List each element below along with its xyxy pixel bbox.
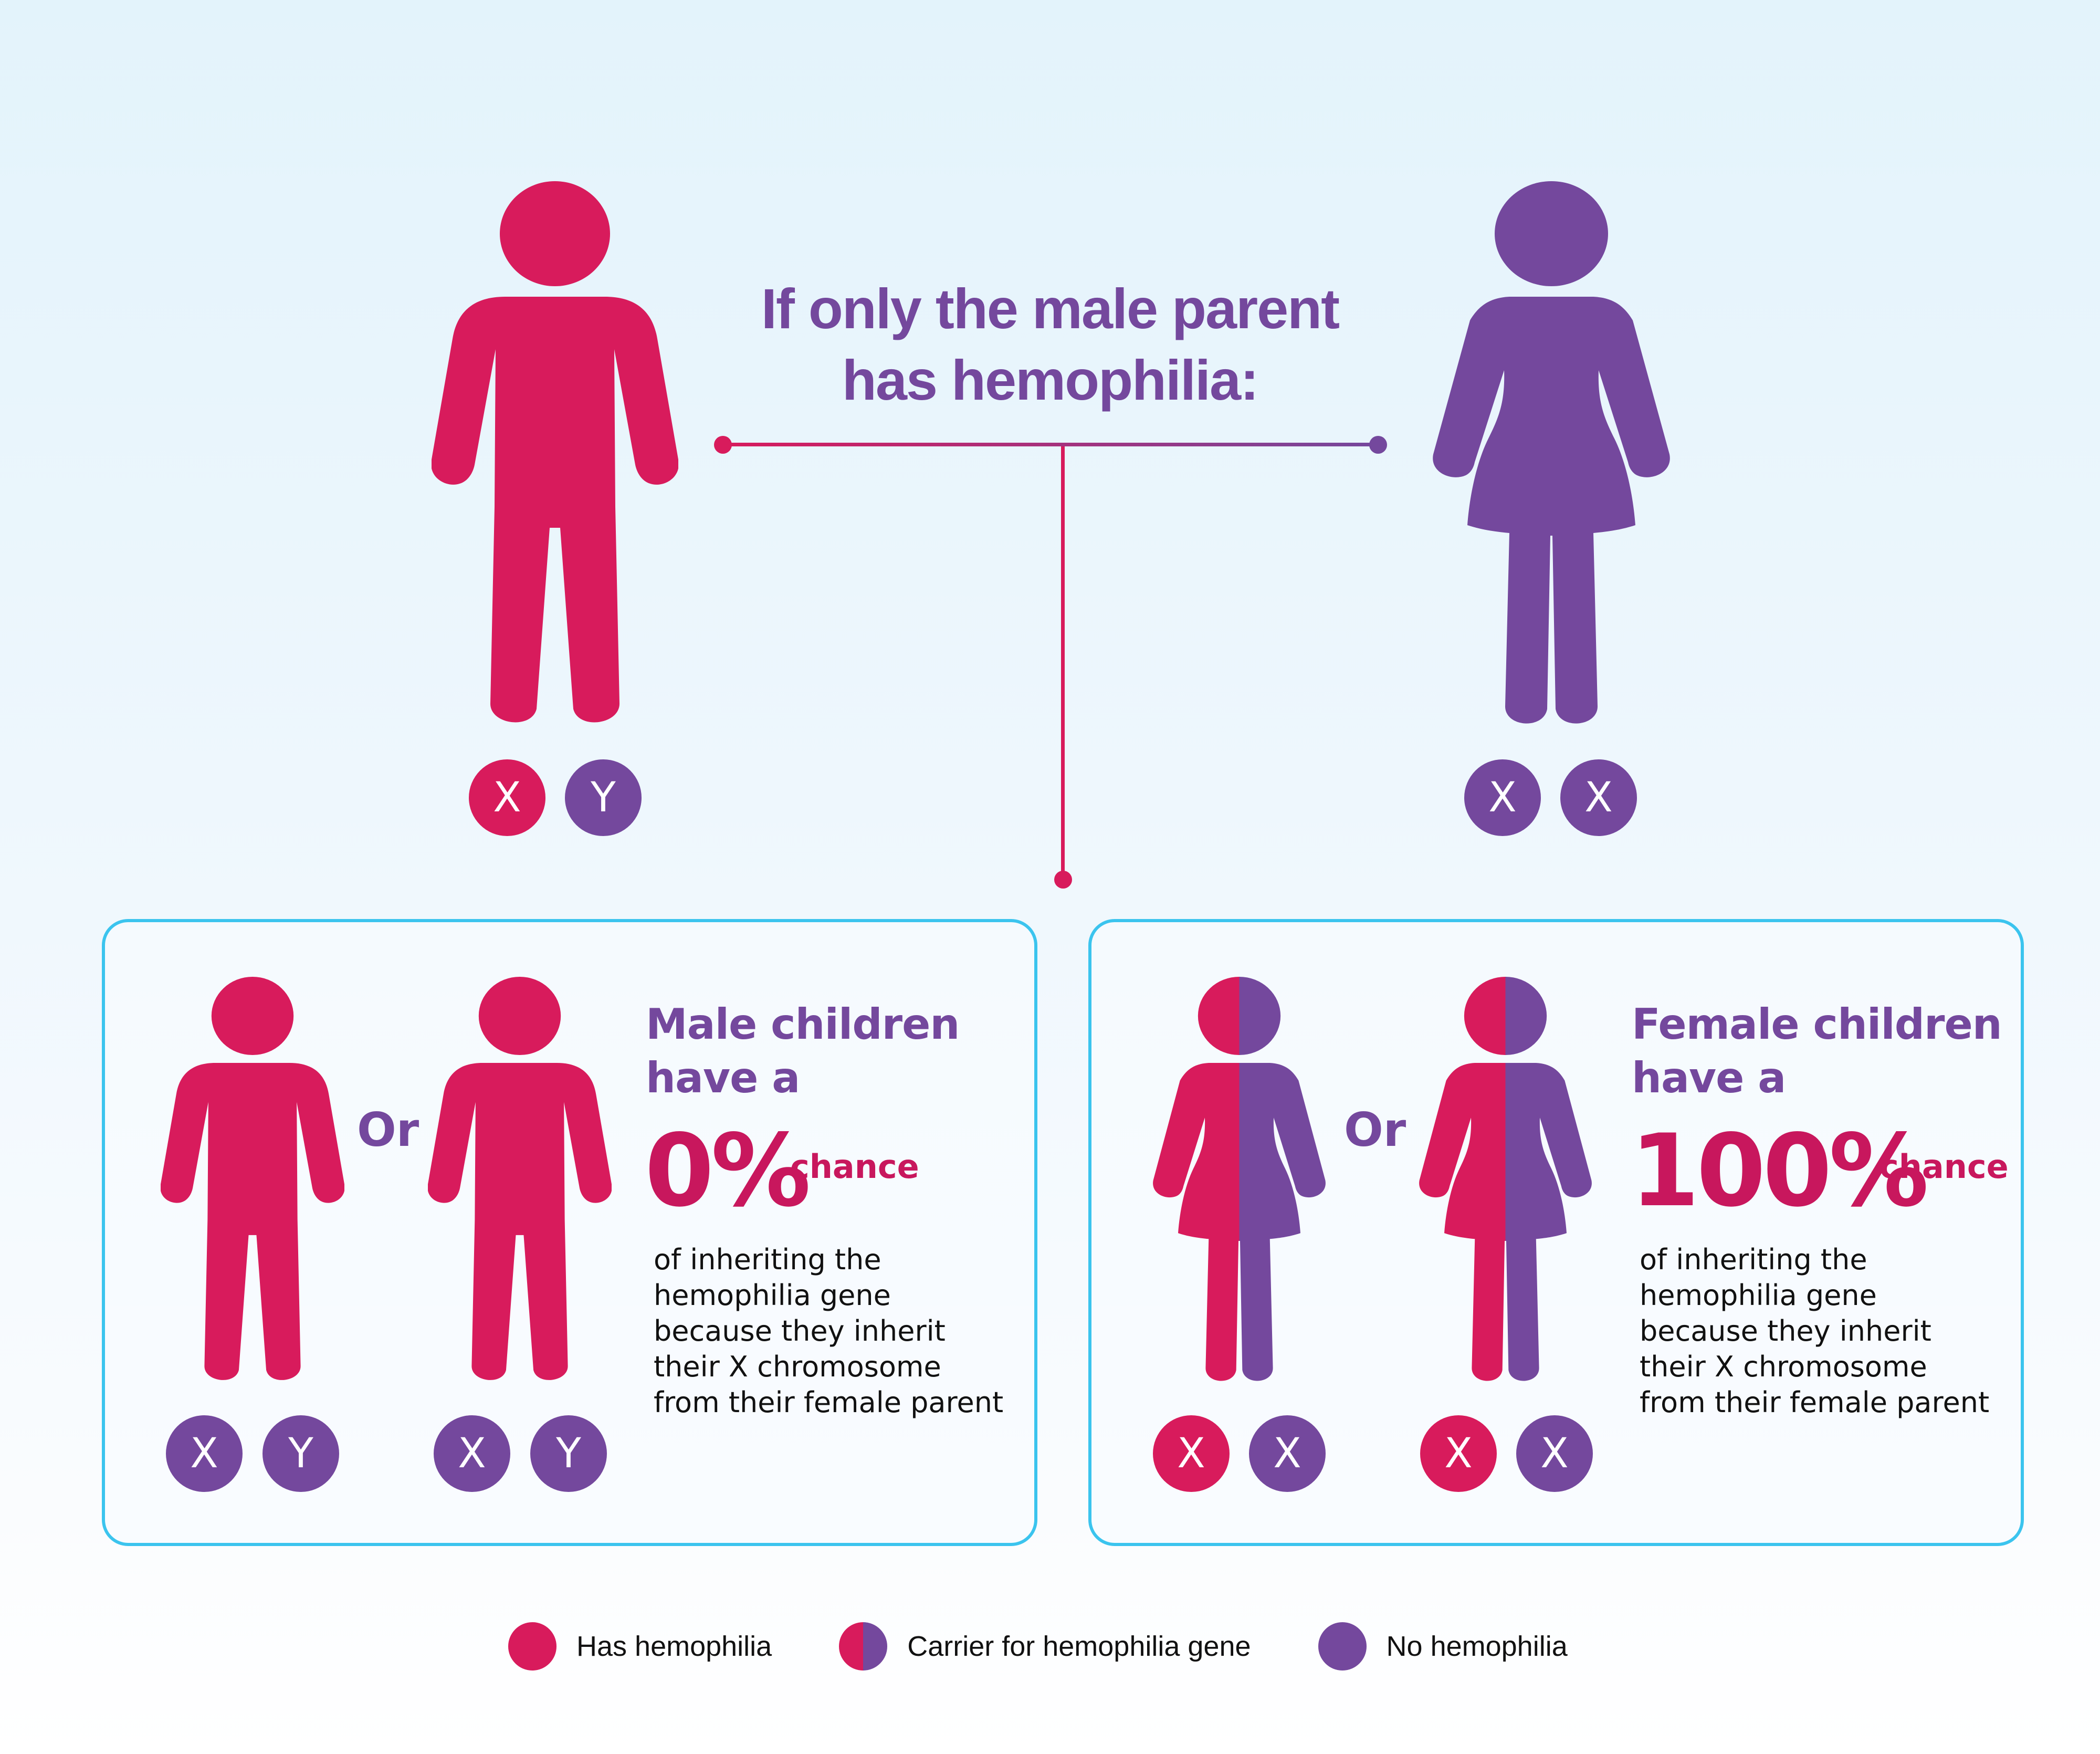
children-connector-line [1061,446,1065,877]
male-children-heading: Male children have a [646,998,960,1105]
title-line-2: has hemophilia: [842,348,1259,412]
title-line-1: If only the male parent [761,277,1340,340]
female-children-heading: Female children have a [1632,998,2002,1105]
half-pink-half-purple-dot-icon [839,1622,888,1671]
female-parent-figure-icon [1431,181,1672,727]
legend: Has hemophilia Carrier for hemophilia ge… [508,1622,1568,1671]
female-children-description: of inheriting the hemophilia gene becaus… [1640,1243,1990,1419]
female-child-1-chromosome-x-affected: X [1153,1415,1230,1492]
male-children-percent: 0% [645,1113,811,1229]
connector-dot-children [1054,871,1072,889]
female-child-1-chromosome-x-normal: X [1249,1415,1326,1492]
legend-label: Carrier for hemophilia gene [907,1631,1251,1662]
legend-label: Has hemophilia [576,1631,772,1662]
legend-item-has-hemophilia: Has hemophilia [508,1622,772,1671]
female-parent-chromosome-x2: X [1560,759,1637,836]
legend-label: No hemophilia [1386,1631,1568,1662]
solid-pink-dot-icon [508,1622,556,1671]
connector-dot-male [714,436,732,454]
female-child-1-carrier-figure-icon [1151,977,1327,1384]
male-children-chance-label: chance [790,1147,919,1186]
male-child-2-figure-icon [428,977,612,1384]
male-children-or-label: Or [357,1103,419,1157]
male-child-1-chromosome-x: X [166,1415,243,1492]
female-child-2-carrier-figure-icon [1418,977,1593,1384]
female-parent-chromosome-x1: X [1464,759,1541,836]
female-child-2-chromosome-x-affected: X [1420,1415,1497,1492]
female-child-2-chromosome-x-normal: X [1516,1415,1593,1492]
male-child-2-chromosome-y: Y [530,1415,607,1492]
male-child-1-chromosome-y: Y [262,1415,339,1492]
page-title: If only the male parent has hemophilia: [682,273,1418,416]
female-children-percent: 100% [1630,1113,1929,1229]
male-parent-chromosome-x: X [469,759,545,836]
parent-connector-line [723,443,1378,446]
legend-item-carrier: Carrier for hemophilia gene [839,1622,1251,1671]
female-children-heading-line-2: have a [1632,1053,1786,1102]
male-child-1-figure-icon [161,977,344,1384]
female-children-or-label: Or [1344,1103,1406,1157]
inheritance-connector [714,436,1387,889]
legend-item-no-hemophilia: No hemophilia [1318,1622,1568,1671]
connector-dot-female [1369,436,1387,454]
male-children-description: of inheriting the hemophilia gene becaus… [654,1243,1004,1419]
female-children-heading-line-1: Female children [1632,1000,2002,1049]
male-parent-figure-icon [432,181,678,727]
female-children-chance-label: chance [1880,1147,2009,1186]
male-parent-chromosome-y: Y [565,759,642,836]
male-children-heading-line-2: have a [646,1053,800,1102]
solid-purple-dot-icon [1318,1622,1367,1671]
male-children-heading-line-1: Male children [646,1000,960,1049]
male-child-2-chromosome-x: X [434,1415,510,1492]
